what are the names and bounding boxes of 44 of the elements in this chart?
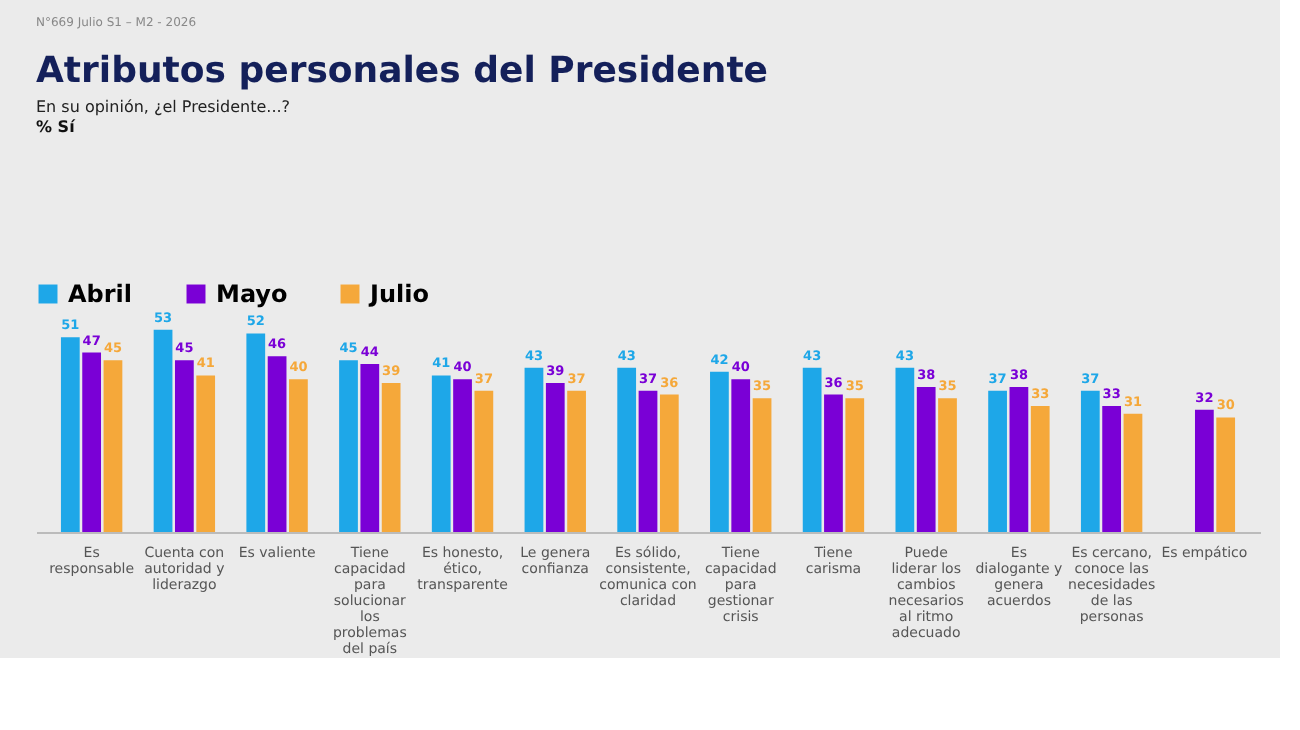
text: % Sí <box>36 118 78 136</box>
bar <box>1216 417 1236 532</box>
bar <box>545 383 565 532</box>
bar <box>103 360 123 532</box>
bar <box>153 329 173 532</box>
bar <box>938 398 957 532</box>
bar <box>1123 413 1143 532</box>
bar <box>895 367 915 532</box>
bar <box>988 390 1007 532</box>
bar <box>752 398 772 532</box>
bar <box>289 379 308 532</box>
legend-label: Mayo <box>216 280 288 308</box>
bar <box>1080 390 1100 532</box>
bar <box>916 386 936 532</box>
bar <box>60 337 80 532</box>
bar <box>824 394 843 532</box>
bar <box>246 333 266 532</box>
bar <box>431 375 451 532</box>
legend-label: Julio <box>368 280 429 308</box>
bar <box>710 371 729 532</box>
bar <box>802 367 822 532</box>
bar <box>474 390 494 532</box>
bar <box>360 364 380 532</box>
bar <box>1194 409 1214 532</box>
bar <box>82 352 102 532</box>
bar <box>731 379 751 532</box>
bar <box>659 394 679 532</box>
bar <box>381 383 401 532</box>
bar <box>524 367 544 532</box>
bar <box>1030 406 1050 532</box>
chart-title: Atributos personales del Presidente <box>36 50 769 92</box>
bar <box>453 379 472 532</box>
bar <box>174 360 194 532</box>
bar <box>638 390 658 532</box>
bar <box>845 398 865 532</box>
bar <box>1102 406 1122 532</box>
bar <box>1009 386 1029 532</box>
bar <box>267 356 287 532</box>
chart-subtitle: En su opinión, ¿el Presidente...? <box>36 98 291 116</box>
bar <box>567 390 586 532</box>
legend-label: Abril <box>68 280 133 308</box>
bar <box>617 367 637 532</box>
bar <box>196 375 216 532</box>
bar <box>339 360 358 532</box>
